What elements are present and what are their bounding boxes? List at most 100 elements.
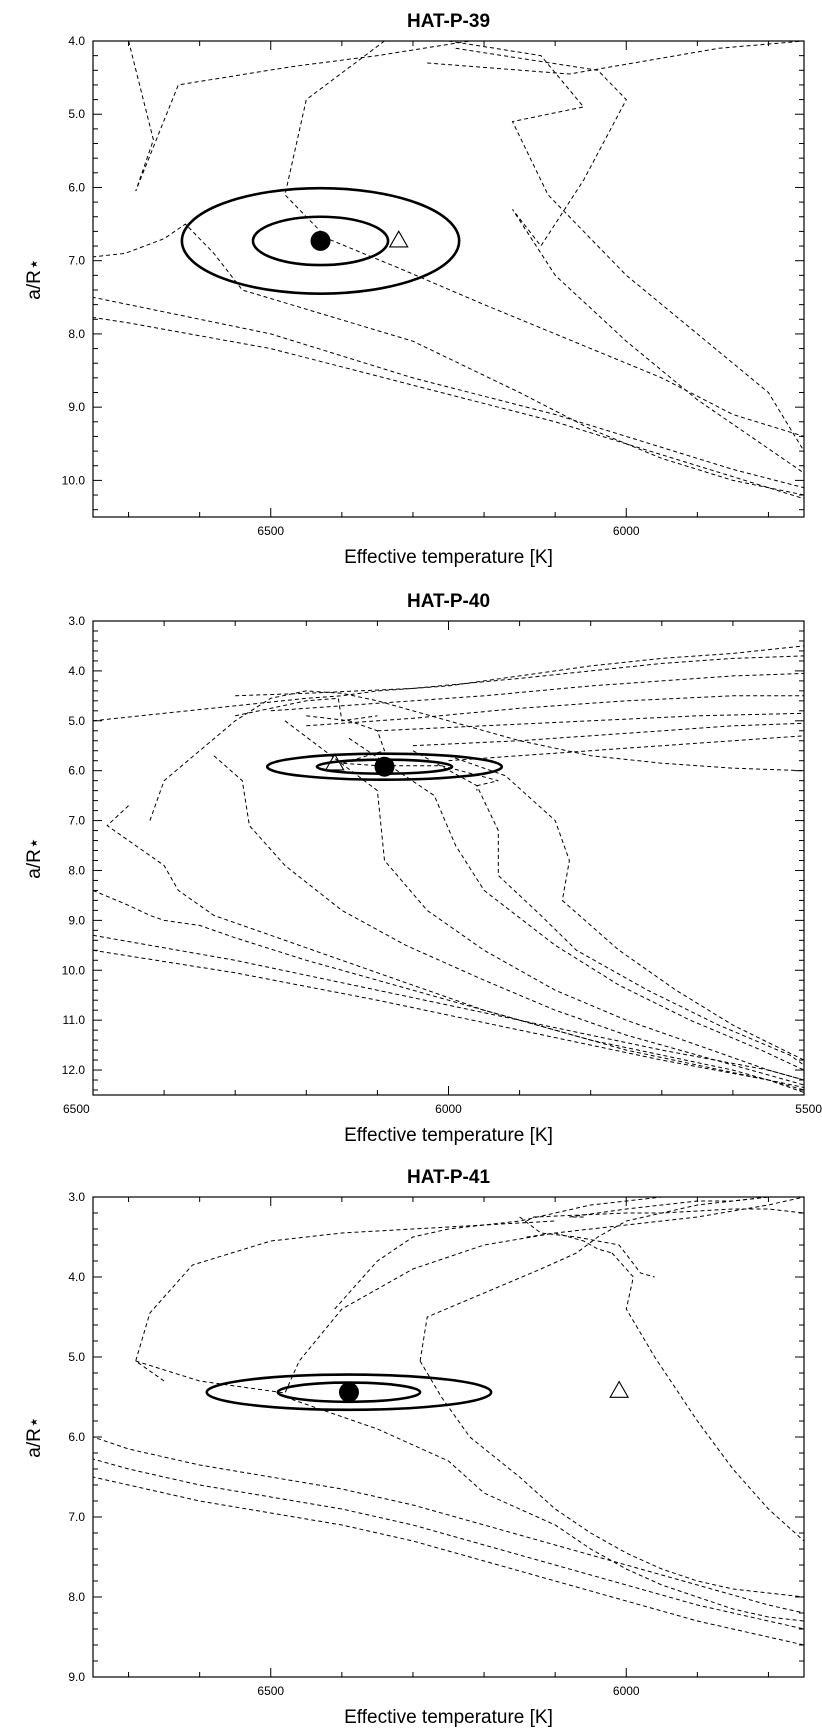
isochrone-line [455,47,804,474]
isochrone-line [284,720,804,1081]
plot-area [93,41,804,500]
observed-point [310,230,331,251]
x-tick-label: 6500 [63,1102,90,1116]
y-tick-label: 8.0 [68,1590,85,1604]
plot-area [93,1197,804,1646]
y-axis-label: a/R⋆ [24,258,45,299]
y-tick-label: 7.0 [68,254,85,268]
isochrone-line [235,697,378,722]
isochrone-line [135,1220,556,1382]
isochrone-line [213,755,804,1086]
x-tick-label: 6500 [257,524,284,538]
y-axis-label: a/R⋆ [24,1416,45,1457]
isochrone-line [526,1232,613,1254]
y-tick-label: 10.0 [62,473,86,487]
isochrone-line [519,1216,655,1278]
isochrone-line [135,1197,804,1394]
y-tick-label: 5.0 [68,714,85,728]
isochrone-line [427,41,804,75]
y-tick-label: 3.0 [68,1190,85,1204]
x-tick-label: 6000 [435,1102,462,1116]
isochrone-line [93,296,804,489]
y-tick-label: 4.0 [68,1270,85,1284]
isochrone-line [334,1197,804,1310]
y-tick-label: 3.0 [68,614,85,628]
x-tick-label: 6500 [257,1684,284,1698]
y-tick-label: 7.0 [68,814,85,828]
isochrone-line [284,41,804,437]
y-tick-label: 10.0 [62,963,86,977]
isochrone-line [348,737,804,1071]
isochrone-line [270,672,804,712]
panel-hat-p-39: HAT-P-39 6500 6000 4.0 5.0 6.0 7.0 8.0 9.0 10.0 Ef… [24,11,805,568]
triangle-marker [388,230,409,248]
isochrone-line [441,765,499,791]
isochrone-line [93,1458,804,1630]
y-tick-label: 4.0 [68,664,85,678]
y-tick-label: 6.0 [68,764,85,778]
y-tick-label: 6.0 [68,1430,85,1444]
isochrone-line [106,805,804,1088]
isochrone-line [306,715,442,767]
y-tick-label: 9.0 [68,913,85,927]
x-axis-label: Effective temperature [K] [344,1125,553,1146]
plot-area [93,645,804,1093]
isochrone-line [377,712,804,732]
chart-title: HAT-P-39 [407,11,490,32]
chart-title: HAT-P-40 [407,591,490,612]
confidence-ellipse [265,752,504,781]
y-tick-label: 11.0 [63,1013,86,1027]
isochrone-line [149,690,804,821]
y-tick-label: 8.0 [68,327,85,341]
isochrone-line [526,1208,804,1222]
plot-frame [92,40,805,518]
isochrone-line [412,750,804,1066]
isochrone-line [569,1197,804,1218]
x-axis-label: Effective temperature [K] [344,547,553,568]
isochrone-line [412,722,804,747]
y-tick-label: 9.0 [68,400,85,414]
y-tick-label: 7.0 [68,1510,85,1524]
isochrone-line [93,949,804,1093]
y-tick-label: 6.0 [68,180,85,194]
y-tick-label: 12.0 [62,1063,86,1077]
y-tick-label: 5.0 [68,1350,85,1364]
isochrone-line [93,1436,804,1614]
isochrone-line [419,1360,804,1598]
isochrone-line [448,41,804,452]
isochrone-line [419,1197,804,1362]
isochrone-line [93,1476,804,1646]
isochrone-line [448,755,804,1061]
y-axis-label: a/R⋆ [24,837,45,878]
panel-hat-p-40: HAT-P-40 6500 6000 5500 3.0 4.0 5.0 6.0 7.0 8.0 9.… [24,591,822,1146]
x-tick-label: 5500 [795,1102,822,1116]
isochrone-line [93,316,804,500]
observed-point [338,1382,359,1403]
triangle-marker [609,1380,630,1398]
x-tick-label: 6000 [613,1684,640,1698]
confidence-ellipse [180,186,461,295]
isochrone-line [448,735,804,762]
x-tick-label: 6000 [613,524,640,538]
observed-point [374,756,395,777]
panel-hat-p-41: HAT-P-41 6500 6000 3.0 4.0 5.0 6.0 7.0 8.0 9.0 Eff… [24,1167,805,1728]
y-tick-label: 9.0 [68,1670,85,1684]
isochrone-line [611,1252,804,1542]
isochrone-line [93,223,804,496]
y-tick-label: 8.0 [68,863,85,877]
isochrone-line [306,695,804,727]
isochrone-line [93,645,804,722]
isochrone-line [284,1396,804,1622]
confidence-ellipse [251,215,390,267]
isochrone-line [93,934,804,1081]
confidence-ellipse [205,1373,493,1412]
y-tick-label: 4.0 [68,34,85,48]
x-axis-label: Effective temperature [K] [344,1707,553,1728]
isochrone-line [128,41,470,192]
triangle-marker [324,753,345,771]
y-tick-label: 5.0 [68,107,85,121]
chart-title: HAT-P-41 [407,1167,490,1188]
isochrone-line [93,889,804,1091]
plot-frame [92,620,805,1096]
